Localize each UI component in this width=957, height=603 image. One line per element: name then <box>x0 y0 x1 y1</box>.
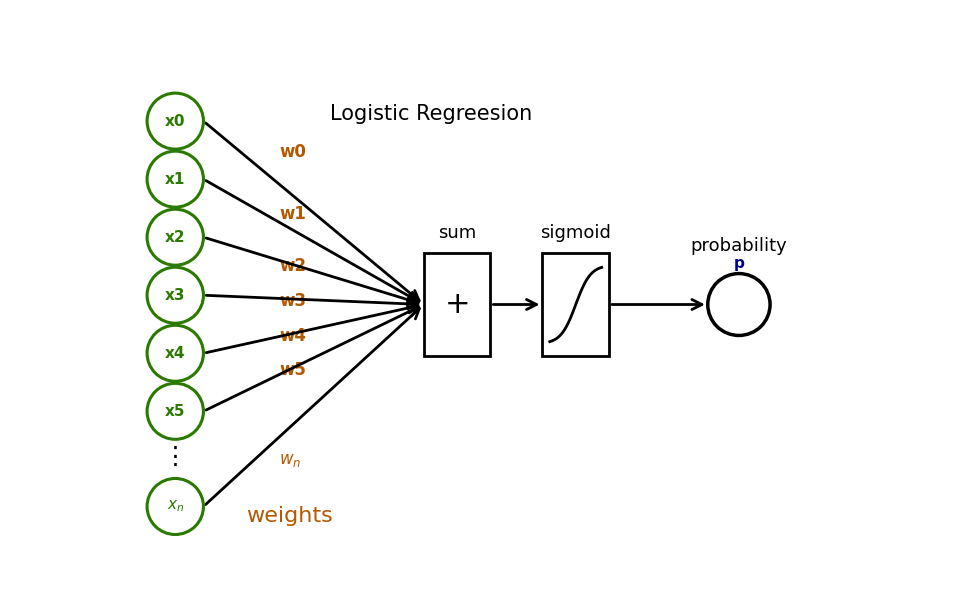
Text: $w_n$: $w_n$ <box>279 451 301 469</box>
Ellipse shape <box>708 274 770 335</box>
Text: sigmoid: sigmoid <box>541 224 612 242</box>
Text: x1: x1 <box>165 172 186 187</box>
Text: weights: weights <box>246 506 332 526</box>
Bar <box>543 253 610 356</box>
Text: ⋮: ⋮ <box>163 445 188 469</box>
Text: w3: w3 <box>279 292 306 310</box>
Text: w5: w5 <box>279 361 306 379</box>
Text: w0: w0 <box>279 144 306 161</box>
Text: sum: sum <box>438 224 477 242</box>
Text: x5: x5 <box>165 404 186 419</box>
Text: Logistic Regreesion: Logistic Regreesion <box>330 104 532 124</box>
Text: x4: x4 <box>165 346 186 361</box>
Ellipse shape <box>147 384 204 440</box>
Text: w4: w4 <box>279 327 306 345</box>
Bar <box>424 253 491 356</box>
Text: x2: x2 <box>165 230 186 245</box>
Ellipse shape <box>147 267 204 323</box>
Text: w1: w1 <box>279 205 306 223</box>
Ellipse shape <box>147 93 204 149</box>
Text: probability: probability <box>691 237 788 255</box>
Text: p: p <box>733 256 745 271</box>
Text: $x_n$: $x_n$ <box>167 499 184 514</box>
Text: x0: x0 <box>165 113 186 128</box>
Ellipse shape <box>147 479 204 534</box>
Text: w2: w2 <box>279 257 306 275</box>
Ellipse shape <box>147 325 204 381</box>
Text: x3: x3 <box>165 288 186 303</box>
Text: +: + <box>444 290 470 319</box>
Ellipse shape <box>147 151 204 207</box>
Ellipse shape <box>147 209 204 265</box>
